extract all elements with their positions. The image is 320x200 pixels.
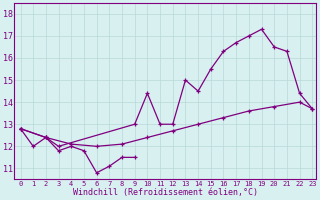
X-axis label: Windchill (Refroidissement éolien,°C): Windchill (Refroidissement éolien,°C)	[73, 188, 258, 197]
